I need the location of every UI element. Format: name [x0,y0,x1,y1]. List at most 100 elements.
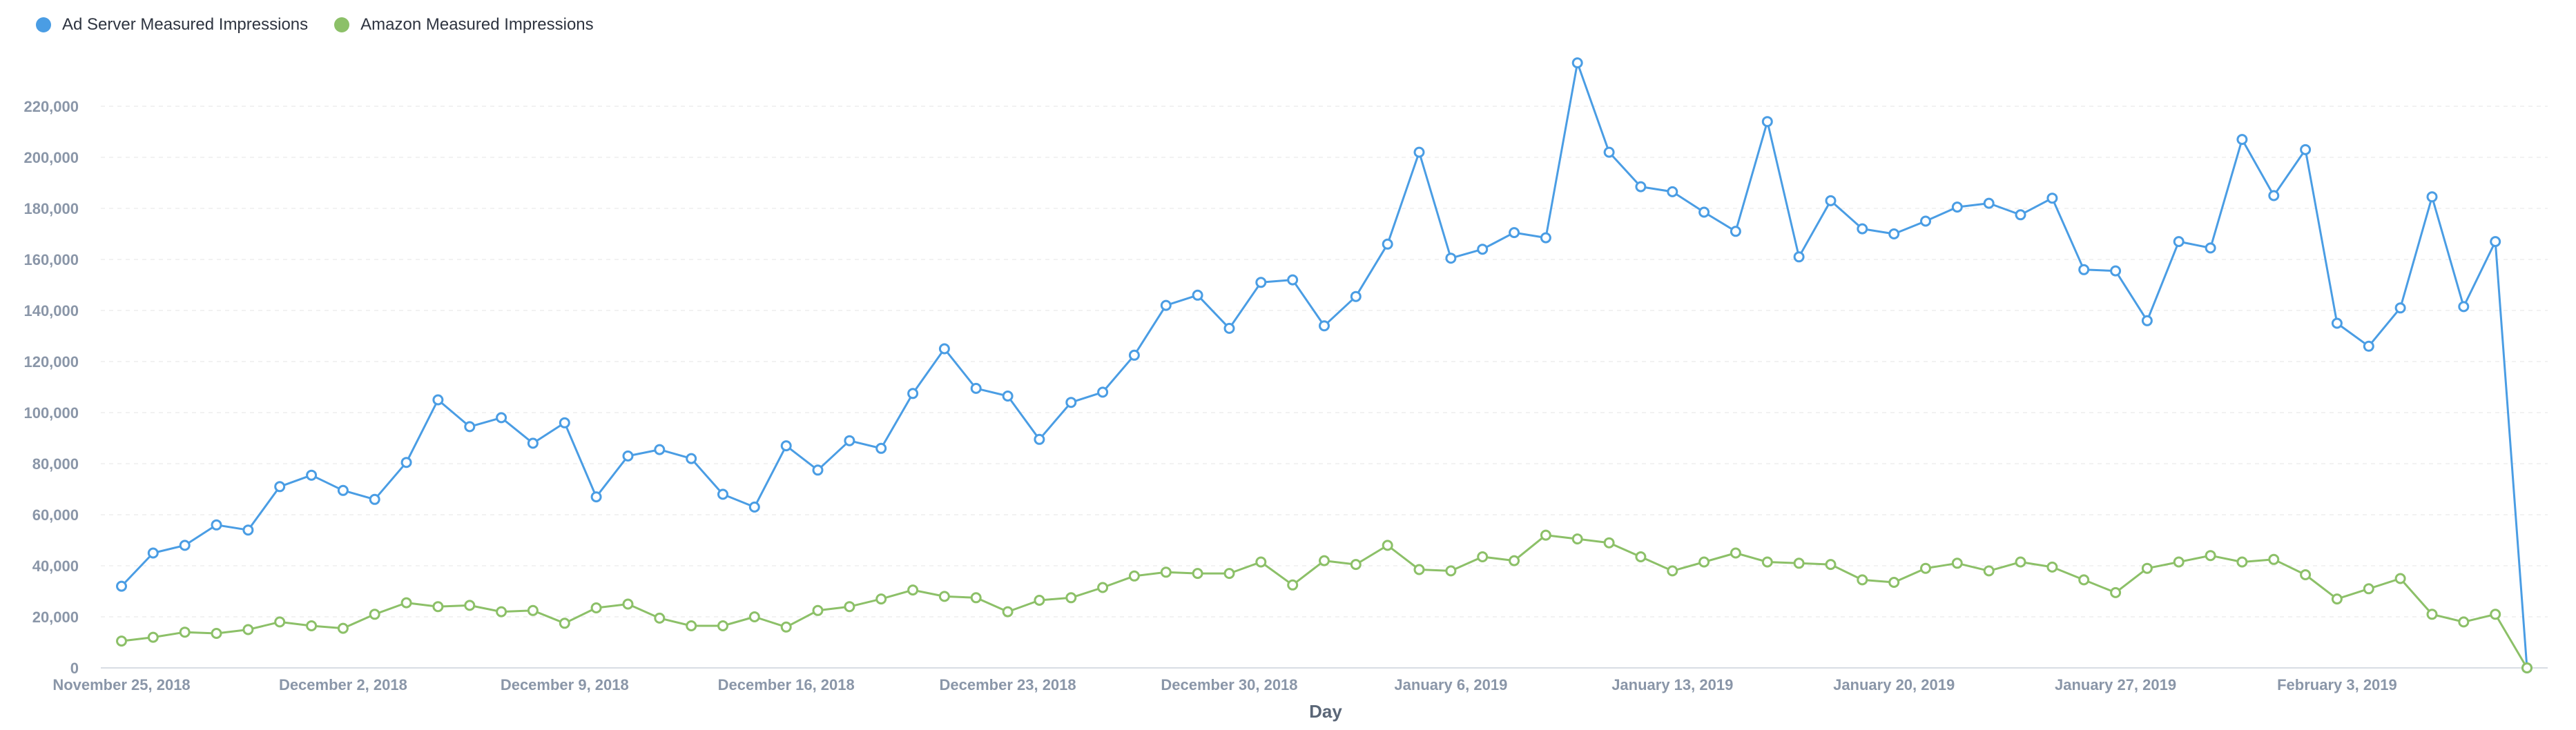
data-point[interactable] [147,631,159,643]
data-point[interactable] [1192,289,1203,301]
data-point[interactable] [2046,193,2058,204]
data-point[interactable] [1509,227,1520,239]
data-point[interactable] [2015,209,2026,221]
data-point[interactable] [622,450,634,462]
data-point[interactable] [717,620,728,631]
data-point[interactable] [1983,197,1995,209]
data-point[interactable] [179,540,191,551]
data-point[interactable] [1983,565,1995,577]
data-point[interactable] [938,591,950,602]
data-point[interactable] [1097,582,1109,593]
data-point[interactable] [1730,226,1741,237]
data-point[interactable] [274,481,286,493]
data-point[interactable] [622,598,634,610]
data-point[interactable] [780,621,792,633]
data-point[interactable] [1635,551,1647,562]
data-point[interactable] [1002,606,1014,618]
data-point[interactable] [1034,595,1045,606]
legend-item-ad-server[interactable]: Ad Server Measured Impressions [36,15,308,34]
data-point[interactable] [1635,181,1647,193]
data-point[interactable] [2236,556,2248,568]
data-point[interactable] [2173,556,2185,568]
data-point[interactable] [1128,349,1140,361]
data-point[interactable] [527,604,539,616]
data-point[interactable] [1603,537,1615,549]
data-point[interactable] [1825,195,1837,206]
data-point[interactable] [432,394,444,406]
data-point[interactable] [2141,562,2153,574]
data-point[interactable] [242,624,254,635]
data-point[interactable] [1761,116,1773,128]
data-point[interactable] [590,491,602,503]
data-point[interactable] [812,464,824,476]
data-point[interactable] [970,382,982,394]
data-point[interactable] [654,612,666,624]
data-point[interactable] [1540,529,1551,541]
data-point[interactable] [1445,253,1457,264]
data-point[interactable] [306,469,318,481]
data-point[interactable] [812,604,824,616]
data-point[interactable] [748,501,760,513]
data-point[interactable] [116,580,127,592]
data-point[interactable] [1223,322,1235,334]
data-point[interactable] [1825,559,1837,571]
data-point[interactable] [1571,533,1583,545]
data-point[interactable] [2426,191,2438,203]
data-point[interactable] [907,388,919,399]
data-point[interactable] [1920,562,1931,574]
data-point[interactable] [2015,556,2026,568]
data-point[interactable] [875,442,887,454]
data-point[interactable] [2205,550,2216,562]
data-point[interactable] [1951,558,1963,569]
data-point[interactable] [464,421,476,433]
data-point[interactable] [1603,146,1615,158]
data-point[interactable] [2458,616,2470,628]
data-point[interactable] [686,453,697,464]
data-point[interactable] [496,412,507,424]
data-point[interactable] [844,435,855,446]
data-point[interactable] [2141,315,2153,326]
data-point[interactable] [1667,565,1678,577]
data-point[interactable] [2363,340,2374,352]
data-point[interactable] [1730,547,1741,559]
data-point[interactable] [1888,577,1900,588]
data-point[interactable] [1698,556,1710,568]
data-point[interactable] [242,524,254,536]
data-point[interactable] [1160,566,1172,578]
data-point[interactable] [2331,317,2343,329]
data-point[interactable] [2394,573,2406,584]
data-point[interactable] [1477,244,1489,255]
data-point[interactable] [2110,265,2122,277]
data-point[interactable] [1065,397,1077,408]
data-point[interactable] [1065,592,1077,604]
data-point[interactable] [2394,302,2406,314]
data-point[interactable] [875,593,887,605]
data-point[interactable] [1350,290,1362,302]
data-point[interactable] [211,628,222,639]
data-point[interactable] [179,627,191,638]
data-point[interactable] [2110,586,2122,598]
data-point[interactable] [1477,551,1489,562]
data-point[interactable] [2268,190,2280,201]
data-point[interactable] [1382,540,1393,551]
data-point[interactable] [780,440,792,452]
legend-item-amazon[interactable]: Amazon Measured Impressions [334,15,594,34]
data-point[interactable] [211,519,222,531]
data-point[interactable] [717,489,728,500]
data-point[interactable] [2268,553,2280,565]
data-point[interactable] [590,602,602,613]
data-point[interactable] [1287,274,1299,286]
data-point[interactable] [1223,568,1235,580]
data-point[interactable] [1097,386,1109,398]
data-point[interactable] [1857,223,1868,235]
data-point[interactable] [1413,146,1425,158]
data-point[interactable] [2521,662,2533,673]
data-point[interactable] [1382,238,1393,250]
data-point[interactable] [2236,134,2248,146]
data-point[interactable] [1160,299,1172,311]
data-point[interactable] [1509,555,1520,566]
data-point[interactable] [1128,570,1140,582]
data-point[interactable] [1667,186,1678,197]
data-point[interactable] [2078,264,2090,275]
data-point[interactable] [147,547,159,559]
